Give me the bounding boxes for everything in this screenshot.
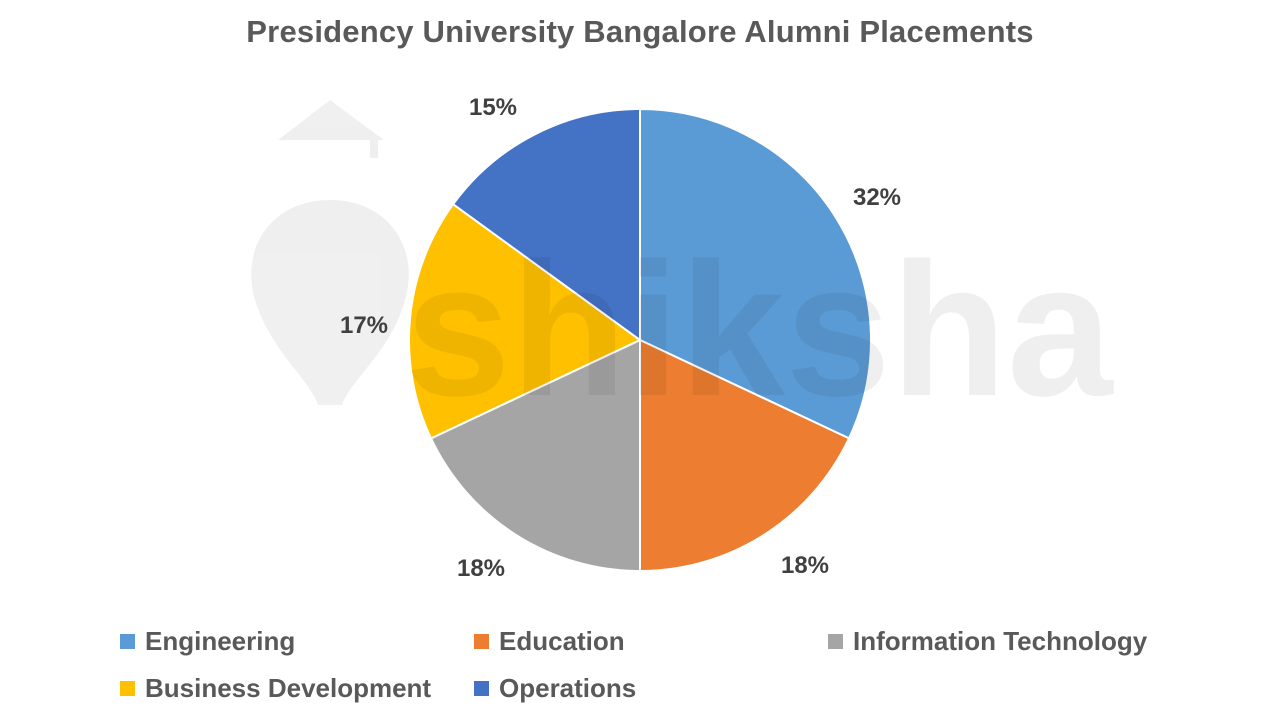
legend-label: Information Technology [853,626,1148,656]
legend-swatch [120,634,135,649]
graduation-cap-icon [278,100,384,158]
person-silhouette-icon [251,200,409,405]
legend-item-education[interactable]: Education [474,626,625,657]
data-labels: 32% 18% 18% 17% 15% [340,94,901,582]
watermark: shiksha [251,100,1114,436]
legend-swatch [120,681,135,696]
data-label: 32% [853,184,901,211]
pie-slice-education[interactable] [639,338,851,573]
legend-item-engineering[interactable]: Engineering [120,626,295,657]
pie-slice-operations[interactable] [451,107,641,342]
legend-swatch [474,634,489,649]
chart-title: Presidency University Bangalore Alumni P… [246,14,1034,49]
legend-item-information-technology[interactable]: Information Technology [828,626,1147,657]
data-label: 18% [781,552,829,579]
pie-slice-engineering[interactable] [639,107,873,440]
watermark-text: shiksha [405,224,1114,436]
legend-item-operations[interactable]: Operations [474,673,636,704]
legend-label: Engineering [145,626,296,656]
pie-slice-business-development[interactable] [408,202,642,440]
data-label: 17% [340,312,388,339]
legend-swatch [828,634,843,649]
legend-label: Education [499,626,625,656]
legend-item-business-development[interactable]: Business Development [120,673,431,704]
legend-label: Operations [499,673,637,703]
data-label: 18% [457,555,505,582]
pie-slice-information-technology[interactable] [429,338,641,573]
legend-swatch [474,681,489,696]
legend-label: Business Development [145,673,432,703]
pie-slices [408,107,873,573]
data-label: 15% [469,94,517,121]
